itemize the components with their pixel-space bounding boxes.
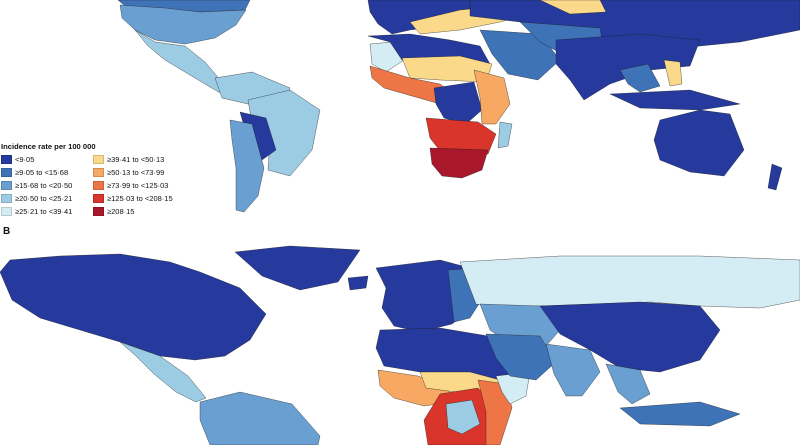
region-china-mongolia [539, 301, 721, 373]
panel-label-b: B [3, 226, 11, 237]
legend-item: ≥73·99 to <125·03 [93, 180, 168, 190]
region-central-africa [433, 81, 483, 125]
region-usa [119, 4, 247, 45]
region-middle-east [485, 333, 557, 381]
legend-item: ≥125·03 to <208·15 [93, 193, 173, 203]
region-madagascar [497, 121, 513, 149]
region-southeast-asia [605, 363, 651, 405]
region-south-asia [545, 343, 601, 397]
legend-swatch [93, 167, 104, 177]
legend-swatch [93, 154, 104, 164]
region-russia [459, 255, 800, 309]
region-east-africa [473, 69, 511, 125]
region-south-africa [429, 147, 489, 179]
region-southern-africa [425, 117, 497, 157]
map-panel-a [117, 0, 800, 213]
legend-label: ≥125·03 to <208·15 [107, 193, 173, 203]
legend-label: ≥73·99 to <125·03 [107, 180, 169, 190]
map-legend: Incidence rate per 100 000 <9·05 ≥9·05 to… [1, 140, 191, 220]
legend-item: ≥9·05 to <15·68 [1, 167, 68, 177]
legend-label: ≥15·68 to <20·50 [15, 180, 73, 190]
legend-swatch [1, 167, 12, 177]
region-mongolia [539, 0, 607, 15]
legend-label: ≥20·50 to <25·21 [15, 193, 73, 203]
region-australia [653, 109, 745, 177]
region-central-america [119, 341, 207, 403]
region-new-zealand [767, 163, 783, 191]
legend-swatch [1, 180, 12, 190]
legend-swatch [93, 193, 104, 203]
legend-item: ≥50·13 to <73·99 [93, 167, 164, 177]
legend-item: ≥39·41 to <50·13 [93, 154, 164, 164]
legend-swatch [1, 154, 12, 164]
legend-label: ≥50·13 to <73·99 [107, 167, 165, 177]
legend-item: ≥25·21 to <39·41 [1, 206, 72, 216]
legend-item: <9·05 [1, 154, 34, 164]
legend-label: ≥39·41 to <50·13 [107, 154, 165, 164]
map-panel-b [0, 245, 800, 445]
legend-swatch [1, 193, 12, 203]
legend-swatch [93, 180, 104, 190]
legend-swatch [1, 206, 12, 216]
region-north-america [0, 253, 267, 361]
legend-item: ≥20·50 to <25·21 [1, 193, 72, 203]
legend-label: ≥25·21 to <39·41 [15, 206, 73, 216]
legend-item: ≥208·15 [93, 206, 134, 216]
region-iceland [347, 275, 369, 291]
region-greenland [234, 245, 361, 291]
region-argentina-chile [229, 119, 265, 213]
legend-label: ≥208·15 [107, 206, 135, 216]
region-philippines [663, 59, 683, 87]
legend-title: Incidence rate per 100 000 [1, 142, 96, 151]
legend-label: <9·05 [15, 154, 35, 164]
legend-label: ≥9·05 to <15·68 [15, 167, 69, 177]
legend-swatch [93, 206, 104, 216]
region-southeast-asia [619, 63, 661, 93]
legend-item: ≥15·68 to <20·50 [1, 180, 72, 190]
region-dr-congo [445, 399, 481, 435]
region-indonesia [609, 89, 741, 111]
region-indonesia-maritime-se-asia [619, 401, 741, 427]
region-south-america [199, 391, 321, 445]
